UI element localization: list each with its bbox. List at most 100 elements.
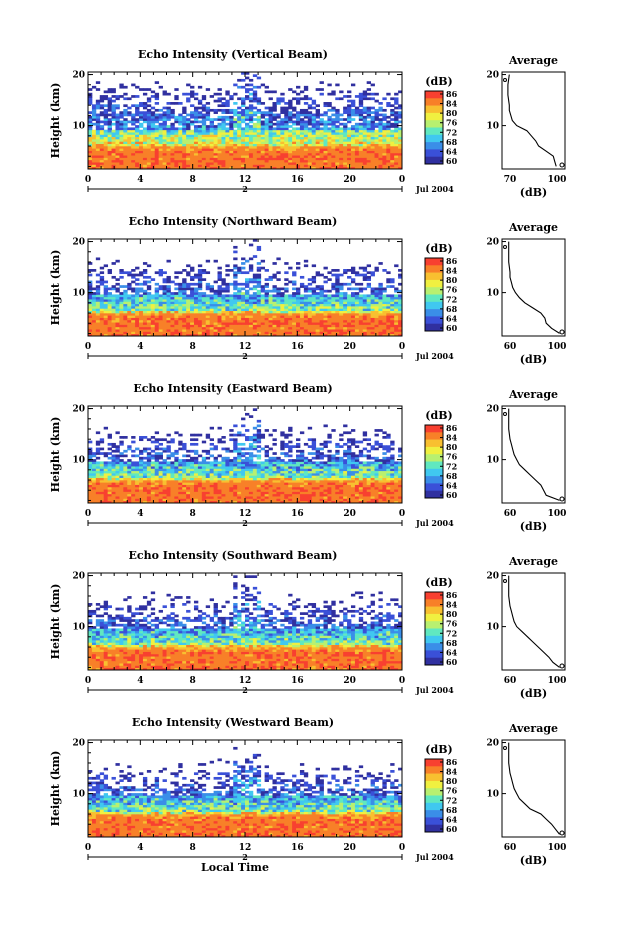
heatmap-cell: [91, 310, 97, 314]
heatmap-cell: [241, 500, 246, 504]
heatmap-cell: [225, 132, 230, 135]
heatmap-cell: [335, 493, 340, 497]
heatmap-cell: [299, 299, 305, 302]
heatmap-cell: [276, 289, 281, 293]
heatmap-cell: [390, 299, 395, 302]
heatmap-cell: [358, 111, 364, 114]
heatmap-cell: [178, 498, 183, 502]
heatmap-cell: [150, 141, 156, 144]
heatmap-cell: [111, 134, 116, 138]
heatmap-cell: [327, 310, 332, 314]
heatmap-cell: [350, 299, 356, 302]
heatmap-cell: [111, 106, 116, 110]
heatmap-cell: [127, 141, 132, 144]
heatmap-cell: [276, 486, 281, 490]
heatmap-cell: [107, 491, 112, 495]
heatmap-cell: [378, 326, 383, 330]
heatmap-cell: [296, 324, 301, 328]
heatmap-cell: [115, 482, 120, 485]
heatmap-cell: [327, 486, 332, 490]
heatmap-cell: [131, 164, 136, 168]
heatmap-cell: [343, 282, 348, 286]
heatmap-cell: [319, 489, 324, 492]
heatmap-cell: [331, 303, 336, 307]
heatmap-cell: [398, 491, 403, 495]
heatmap-cell: [252, 305, 258, 309]
heatmap-cell: [358, 333, 364, 337]
heatmap-cell: [237, 484, 242, 488]
heatmap-cell: [127, 315, 132, 318]
heatmap-cell: [150, 484, 156, 488]
heatmap-cell: [217, 285, 222, 288]
heatmap-cell: [260, 486, 266, 490]
heatmap-cell: [193, 111, 199, 114]
heatmap-cell: [284, 152, 289, 156]
heatmap-cell: [217, 127, 222, 131]
heatmap-cell: [170, 113, 175, 117]
heatmap-cell: [256, 301, 262, 305]
heatmap-cell: [347, 496, 352, 499]
heatmap-cell: [150, 134, 156, 138]
heatmap-cell: [229, 164, 234, 168]
heatmap-cell: [178, 308, 183, 311]
heatmap-cell: [303, 162, 309, 165]
heatmap-cell: [358, 143, 364, 147]
heatmap-cell: [311, 292, 317, 295]
heatmap-cell: [190, 493, 195, 497]
heatmap-cell: [91, 122, 97, 126]
heatmap-cell: [248, 134, 254, 138]
heatmap-cell: [111, 129, 116, 133]
heatmap-cell: [99, 305, 105, 309]
heatmap-cell: [186, 164, 191, 168]
heatmap-cell: [174, 138, 179, 142]
heatmap-cell: [139, 305, 144, 309]
heatmap-cell: [323, 496, 328, 499]
heatmap-cell: [256, 85, 262, 89]
heatmap-cell: [358, 301, 364, 305]
heatmap-cell: [323, 312, 328, 316]
heatmap-cell: [213, 134, 218, 138]
heatmap-cell: [119, 159, 124, 163]
x-tick-label: 12: [239, 342, 252, 352]
heatmap-cell: [217, 108, 222, 112]
heatmap-cell: [209, 148, 215, 151]
heatmap-cell: [268, 489, 273, 492]
heatmap-cell: [91, 143, 97, 147]
heatmap-cell: [370, 136, 375, 140]
heatmap-cell: [268, 308, 273, 311]
heatmap-cell: [123, 104, 128, 108]
heatmap-cell: [260, 122, 266, 126]
heatmap-cell: [343, 322, 348, 325]
heatmap-cell: [99, 310, 105, 314]
heatmap-cell: [107, 97, 112, 101]
heatmap-cell: [150, 132, 156, 135]
heatmap-cell: [354, 108, 360, 112]
heatmap-cell: [88, 500, 93, 504]
heatmap-cell: [229, 155, 234, 158]
heatmap-cell: [362, 118, 368, 121]
heatmap-cell: [284, 102, 289, 105]
heatmap-cell: [268, 317, 273, 321]
heatmap-cell: [217, 489, 222, 492]
heatmap-cell: [182, 299, 187, 302]
heatmap-cell: [213, 129, 218, 133]
heatmap-cell: [158, 166, 163, 170]
heatmap-cell: [264, 500, 269, 504]
heatmap-cell: [154, 141, 160, 144]
heatmap-cell: [331, 299, 336, 302]
heatmap-cell: [123, 319, 128, 323]
heatmap-cell: [370, 106, 375, 110]
heatmap-cell: [123, 108, 128, 112]
heatmap-cell: [135, 141, 140, 144]
heatmap-cell: [237, 322, 242, 325]
heatmap-cell: [91, 134, 97, 138]
heatmap-cell: [170, 166, 175, 170]
heatmap-cell: [339, 127, 344, 131]
heatmap-cell: [248, 83, 254, 87]
heatmap-cell: [245, 106, 250, 110]
heatmap-cell: [260, 500, 266, 504]
heatmap-cell: [366, 115, 372, 119]
heatmap-cell: [378, 155, 383, 158]
heatmap-cell: [213, 143, 218, 147]
heatmap-cell: [178, 310, 183, 314]
